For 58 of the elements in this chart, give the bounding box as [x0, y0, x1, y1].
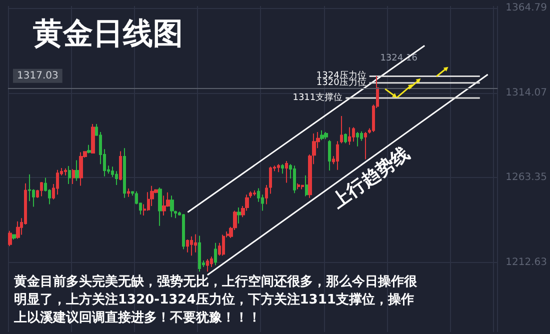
- candlestick: [253, 190, 256, 196]
- candlestick: [194, 234, 197, 253]
- candlestick: [72, 168, 75, 185]
- y-tick-label: 1263.35: [506, 172, 548, 184]
- candlestick: [56, 169, 59, 196]
- candlestick: [16, 220, 20, 240]
- candlestick: [115, 170, 118, 186]
- candlestick: [277, 164, 280, 173]
- candlestick: [297, 182, 300, 190]
- candlestick: [237, 206, 241, 224]
- chart-title: 黄金日线图: [33, 16, 183, 52]
- candlestick: [214, 242, 217, 266]
- candlestick: [352, 126, 355, 142]
- candlestick: [222, 234, 225, 256]
- candlestick: [344, 133, 347, 144]
- ref-line-label: 1317.03: [17, 70, 58, 82]
- candlestick: [123, 148, 126, 198]
- candlestick: [182, 213, 185, 250]
- series-label: 1311支撑位: [292, 92, 343, 103]
- candlestick: [210, 256, 213, 268]
- text: 上行趋势线: [327, 143, 414, 214]
- candlestick: [348, 126, 351, 146]
- candlestick: [75, 160, 79, 182]
- candlestick: [119, 150, 122, 181]
- candlestick: [158, 187, 162, 226]
- candlestick: [127, 188, 130, 198]
- candlestick: [206, 258, 209, 272]
- candlestick: [64, 168, 67, 176]
- y-tick-label: 1212.63: [506, 256, 548, 268]
- candlestick: [190, 236, 193, 256]
- y-tick-label: 1364.79: [506, 2, 548, 14]
- candlestick: [269, 166, 272, 194]
- candlestick: [40, 182, 43, 197]
- candlestick: [68, 165, 71, 185]
- candlestick: [162, 195, 166, 216]
- candlestick: [87, 144, 91, 154]
- candlestick: [364, 132, 367, 160]
- y-tick-label: 1314.07: [506, 87, 548, 98]
- candlestick: [79, 152, 83, 186]
- annotation: 黄金目前多头完美无缺，强势无比，上行空间还很多，那么今日操作很明显了，上方关注1320-1324压力位，下方关注1311支撑位，操作上以溪建议回调直接进多！不要犹豫！！！: [13, 274, 418, 326]
- candlestick: [170, 195, 174, 218]
- candlestick: [340, 116, 343, 144]
- candlestick: [198, 235, 201, 272]
- candlestick: [265, 184, 268, 205]
- candlestick: [324, 132, 328, 140]
- candlestick: [293, 165, 296, 194]
- candlestick: [320, 130, 324, 141]
- candlestick: [328, 140, 331, 172]
- candlestick: [12, 234, 16, 240]
- candlestick: [91, 124, 95, 154]
- candlestick: [305, 174, 308, 197]
- candlestick: [356, 132, 359, 147]
- candlestick: [281, 164, 284, 174]
- candlestick: [186, 239, 189, 253]
- candlestick: [285, 160, 288, 184]
- candlestick: [8, 230, 12, 247]
- candlestick: [336, 140, 339, 170]
- candlestick: [301, 184, 304, 190]
